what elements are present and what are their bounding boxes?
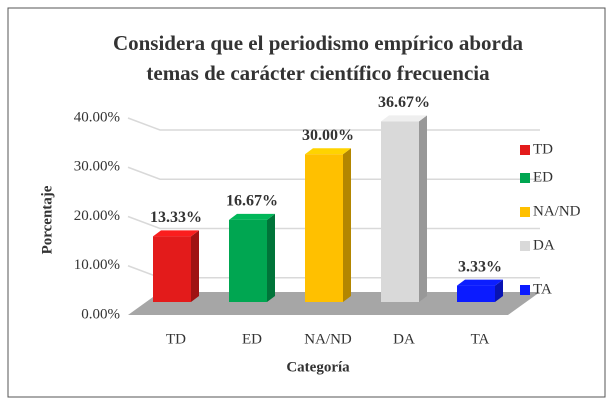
value-label: 16.67% [226,193,278,210]
x-tick-label: TA [471,331,490,347]
y-tick-label: 10.00% [74,257,120,273]
value-label: 3.33% [458,258,502,275]
bar-top [457,279,503,286]
bar-side [495,279,503,302]
value-label: 36.67% [378,94,430,111]
bar-top [229,213,275,220]
bar [153,236,191,302]
legend-swatch [520,173,530,183]
x-tick-label: DA [393,331,415,347]
x-tick-label: TD [166,331,186,347]
chart-title: Considera que el periodismo empírico abo… [113,31,524,55]
x-tick-label: NA/ND [304,331,352,347]
legend-swatch [520,285,530,295]
bar-side [343,148,351,302]
legend-label: DA [533,237,555,253]
bar-side [267,213,275,302]
bar [381,121,419,302]
y-tick-label: 30.00% [74,159,120,175]
bar-side [191,230,199,302]
legend-label: TD [533,141,553,157]
y-axis-label: Porcentaje [39,185,55,254]
legend-label: TA [533,281,552,297]
legend-label: NA/ND [533,203,581,219]
x-axis-label: Categoría [286,359,350,375]
bar-top [153,230,199,237]
legend-swatch [520,145,530,155]
legend-swatch [520,207,530,217]
bar-top [381,115,427,122]
value-label: 30.00% [302,127,354,144]
bar [229,219,267,302]
bar [457,285,495,302]
legend-label: ED [533,169,553,185]
chart-title: temas de carácter científico frecuencia [146,61,490,85]
value-label: 13.33% [150,209,202,226]
bar-top [305,148,351,155]
y-tick-label: 20.00% [74,208,120,224]
bar [305,154,343,302]
legend-swatch [520,241,530,251]
x-tick-label: ED [242,331,262,347]
bar-side [419,115,427,302]
y-tick-label: 0.00% [81,306,120,322]
y-tick-label: 40.00% [74,109,120,125]
